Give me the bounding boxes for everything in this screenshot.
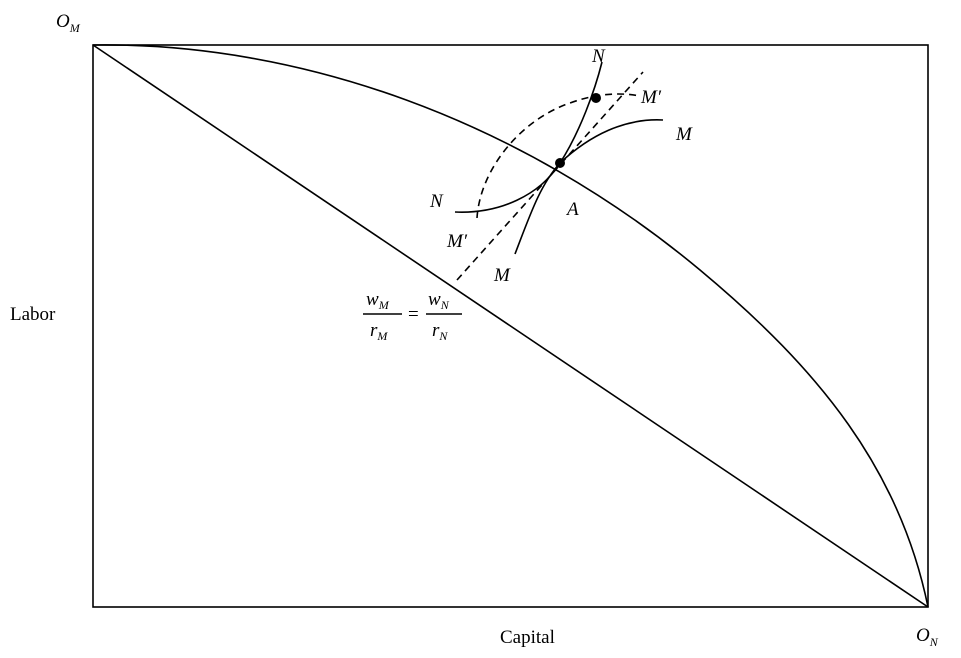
ratio-equals-sign: = bbox=[408, 304, 419, 325]
isoquant-m-right-label: M bbox=[675, 124, 693, 145]
ratio-left-denominator: rM bbox=[370, 320, 388, 343]
origin-om-main: O bbox=[56, 11, 70, 32]
labor-axis-label: Labor bbox=[10, 304, 56, 325]
ratio-right-num-main: w bbox=[428, 289, 441, 310]
ratio-left-num-sub: M bbox=[378, 298, 390, 312]
isoquant-n-left-label: N bbox=[429, 191, 444, 212]
ratio-right-num-sub: N bbox=[440, 298, 450, 312]
ratio-right-den-sub: N bbox=[438, 329, 448, 343]
ratio-right-numerator: wN bbox=[428, 289, 450, 312]
origin-om-sub: M bbox=[69, 21, 81, 35]
origin-on-sub: N bbox=[929, 635, 939, 649]
isoquant-m-bottom-label: M bbox=[493, 265, 511, 286]
ratio-right-denominator: rN bbox=[432, 320, 448, 343]
isoquant-m-prime-left-label: M′ bbox=[446, 231, 468, 252]
ratio-right-den-main: r bbox=[432, 320, 440, 341]
ratio-left-num-main: w bbox=[366, 289, 379, 310]
origin-om-label: OM bbox=[56, 11, 81, 35]
capital-axis-label: Capital bbox=[500, 627, 555, 648]
ratio-left-den-sub: M bbox=[376, 329, 388, 343]
isoquant-n bbox=[454, 61, 603, 213]
contract-curve bbox=[92, 44, 929, 608]
ratio-left-numerator: wM bbox=[366, 289, 390, 312]
origin-on-label: ON bbox=[916, 625, 939, 649]
isoquant-m-prime bbox=[476, 93, 641, 219]
isoquant-m-prime-right-label: M′ bbox=[640, 87, 662, 108]
isoquant-m bbox=[514, 119, 664, 255]
wage-ratio-equation: wM rM = wN rN bbox=[363, 289, 462, 343]
isoquant-n-top-label: N bbox=[591, 46, 606, 67]
edgeworth-box-frame bbox=[92, 44, 929, 608]
new-tangency-dot bbox=[591, 93, 601, 103]
wage-rental-line bbox=[456, 71, 644, 281]
point-a-dot bbox=[555, 158, 565, 168]
origin-on-main: O bbox=[916, 625, 930, 646]
diagonal-line bbox=[92, 44, 929, 608]
ratio-left-den-main: r bbox=[370, 320, 378, 341]
point-a-label: A bbox=[565, 199, 579, 220]
